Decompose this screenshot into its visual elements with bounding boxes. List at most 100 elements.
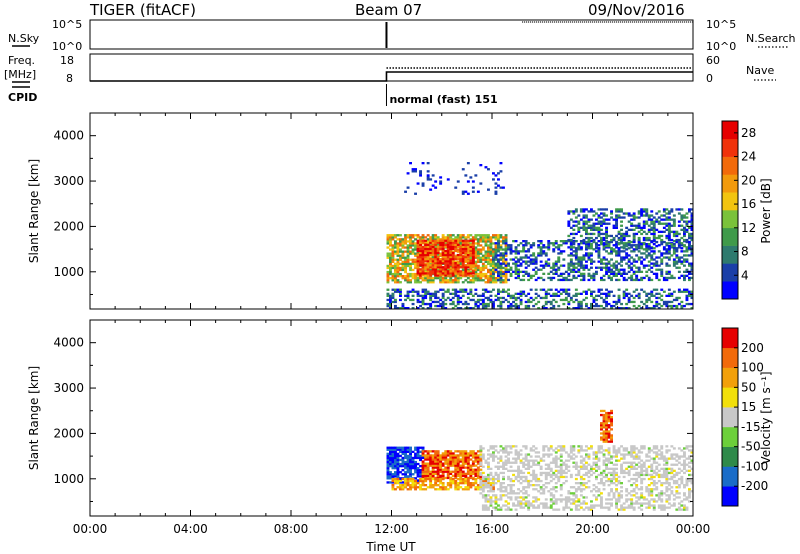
colorbar-tick-label: 8 [741,245,749,259]
heatmap-cell [527,298,531,302]
heatmap-cell [499,302,503,306]
heatmap-cell [389,302,392,306]
heatmap-cell [645,243,649,246]
heatmap-cell [630,500,634,503]
heatmap-cell [517,272,520,275]
heatmap-cell [645,488,649,491]
heatmap-cell [512,490,515,493]
heatmap-cell [441,270,445,274]
colorbar-tick-label: 20 [741,173,756,187]
heatmap-cell [426,253,430,257]
heatmap-cell [439,462,443,465]
heatmap-cell [657,475,661,479]
heatmap-cell [464,260,468,263]
heatmap-cell [582,222,586,225]
heatmap-cell [394,264,397,268]
heatmap-cell [572,486,576,489]
heatmap-cell [622,469,626,472]
heatmap-cell [607,508,611,511]
heatmap-cell [554,268,558,271]
heatmap-cell [517,473,520,477]
heatmap-cell [454,460,458,463]
heatmap-cell [574,254,578,257]
heatmap-cell [459,274,463,277]
heatmap-cell [554,461,558,464]
heatmap-cell [688,290,691,293]
heatmap-cell [617,216,621,219]
heatmap-cell [456,270,460,273]
heatmap-cell [559,475,563,479]
heatmap-cell [507,506,510,509]
heatmap-cell [577,264,581,267]
heatmap-cell [434,454,438,457]
heatmap-cell [514,459,518,462]
heatmap-cell [406,488,410,491]
heatmap-cell [590,208,593,211]
heatmap-cell [544,506,548,509]
heatmap-cell [564,288,568,291]
heatmap-cell [429,268,433,272]
heatmap-cell [476,298,480,302]
heatmap-cell [484,250,488,253]
heatmap-cell [414,248,417,251]
heatmap-cell [489,260,493,263]
heatmap-cell [683,220,686,223]
heatmap-cell [466,262,470,265]
heatmap-cell [421,288,425,291]
heatmap-cell [569,508,573,511]
heatmap-cell [406,292,410,295]
heatmap-cell [487,484,490,487]
heatmap-cell [494,248,498,251]
heatmap-cell [547,455,551,458]
heatmap-cell [499,455,503,458]
heatmap-cell [544,473,548,477]
heatmap-cell [645,250,649,253]
heatmap-cell [386,456,390,460]
heatmap-cell [590,224,593,227]
heatmap-cell [466,307,470,310]
heatmap-cell [645,298,649,302]
heatmap-cell [464,255,468,259]
heatmap-cell [665,506,669,509]
heatmap-cell [456,281,460,284]
heatmap-cell [492,488,495,491]
heatmap-cell [667,210,671,213]
heatmap-cell [590,243,593,246]
heatmap-cell [389,238,392,241]
heatmap-cell [411,252,415,255]
heatmap-cell [509,258,513,261]
heatmap-cell [416,270,420,273]
heatmap-cell [449,298,453,302]
heatmap-cell [461,270,465,274]
heatmap-cell [429,238,433,241]
heatmap-cell [670,504,674,507]
heatmap-cell [640,243,644,246]
heatmap-cell [620,307,623,310]
heatmap-cell [487,262,490,265]
heatmap-cell [527,250,531,253]
heatmap-cell [597,482,601,485]
heatmap-cell [441,484,445,487]
heatmap-cell [456,250,460,253]
heatmap-cell [444,255,448,259]
heatmap-cell [534,451,538,454]
heatmap-cell [504,290,508,293]
heatmap-cell [424,477,428,481]
heatmap-cell [592,461,596,464]
heatmap-cell [386,264,390,268]
heatmap-cell [572,270,576,273]
heatmap-cell [572,457,576,460]
heatmap-cell [409,162,412,165]
heatmap-cell [647,238,651,242]
heatmap-cell [665,248,669,251]
heatmap-cell [564,278,568,282]
heatmap-cell [464,247,468,251]
heatmap-cell [479,445,483,448]
heatmap-cell [411,477,415,481]
heatmap-cell [680,500,684,503]
heatmap-cell [670,238,674,242]
heatmap-cell [401,460,405,464]
heatmap-cell [434,300,438,304]
heatmap-cell [662,492,666,495]
heatmap-cell [680,274,684,277]
